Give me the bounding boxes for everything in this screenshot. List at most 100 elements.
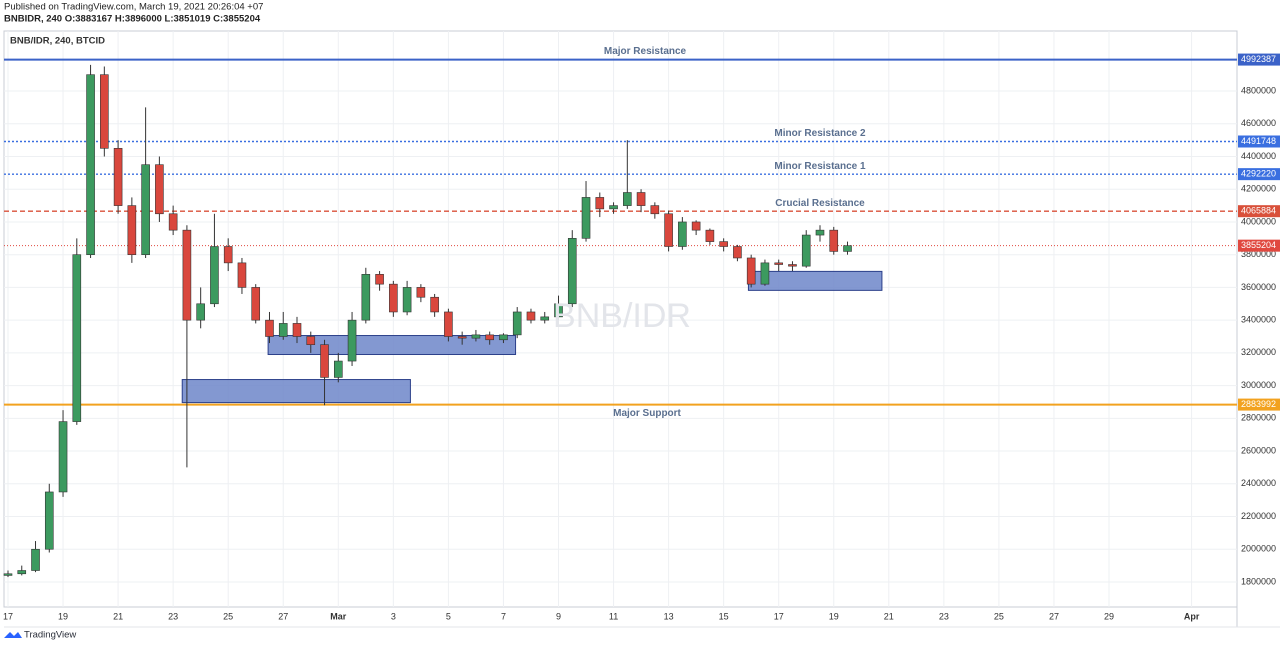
candle-body [691, 221, 701, 231]
candle-body [499, 334, 508, 341]
candle-body [609, 205, 618, 210]
price-tag [1238, 168, 1280, 181]
candle-body [113, 148, 123, 206]
price-tag [1238, 135, 1280, 148]
ohlc-line: BNBIDR, 240 O:3883167 H:3896000 L:385101… [4, 14, 261, 25]
candle-body [678, 221, 687, 247]
candle-body [554, 303, 563, 318]
x-tick-label: 3 [391, 611, 396, 621]
candle-body [127, 205, 137, 255]
candle-body [664, 213, 673, 247]
price-tag-label: 4992387 [1241, 54, 1276, 64]
candle-body [278, 323, 288, 337]
candle-body [567, 238, 577, 305]
level-label: Major Resistance [604, 46, 687, 57]
x-tick-label: Mar [330, 611, 347, 621]
y-tick-label: 4000000 [1241, 216, 1276, 226]
candle-body [168, 213, 178, 231]
candle-body [815, 229, 825, 236]
level-label: Minor Resistance 2 [774, 128, 866, 139]
x-tick-label: 23 [939, 611, 949, 621]
y-tick-label: 2200000 [1241, 511, 1276, 521]
x-tick-label: 21 [113, 611, 123, 621]
candle-body [44, 491, 54, 550]
zone-box [267, 335, 517, 356]
candle-body [430, 296, 439, 313]
y-tick-label: 3600000 [1241, 282, 1276, 292]
price-tag-label: 4292220 [1241, 169, 1276, 179]
y-tick-label: 3800000 [1241, 249, 1276, 259]
level-label: Major Support [613, 408, 681, 419]
x-tick-label: 17 [774, 611, 784, 621]
candle-body [540, 316, 550, 321]
brand-logo [4, 632, 22, 638]
candle-body [375, 274, 384, 285]
y-tick-label: 3200000 [1241, 347, 1276, 357]
candle-body [17, 570, 27, 575]
x-tick-label: 29 [1104, 611, 1114, 621]
y-tick-label: 2400000 [1241, 478, 1276, 488]
y-tick-label: 1800000 [1241, 576, 1276, 586]
x-tick-label: 19 [58, 611, 68, 621]
candle-body [141, 164, 150, 255]
candle-body [746, 257, 756, 285]
brand-name: TradingView [24, 630, 76, 641]
candle-body [265, 319, 274, 337]
candle-body [333, 360, 343, 378]
watermark: BNB/IDR [553, 297, 691, 335]
candle-body [595, 197, 605, 210]
candle-body [444, 311, 453, 337]
x-tick-label: 25 [223, 611, 233, 621]
candle-body [389, 283, 398, 313]
x-tick-label: 19 [829, 611, 839, 621]
candle-body [210, 246, 219, 305]
candle-body [774, 262, 784, 265]
x-tick-label: 21 [884, 611, 894, 621]
x-tick-label: 7 [501, 611, 506, 621]
x-tick-label: 11 [609, 611, 618, 621]
price-tag-label: 3855204 [1241, 240, 1276, 250]
price-tag-label: 4065884 [1241, 206, 1276, 216]
x-tick-label: 15 [719, 611, 729, 621]
x-tick-label: 27 [1049, 611, 1059, 621]
zone-box [181, 379, 411, 404]
candle-body [402, 287, 412, 313]
candle-body [512, 311, 522, 336]
candle-body [196, 303, 205, 321]
price-tag [1238, 205, 1280, 218]
candle-body [733, 246, 742, 259]
x-tick-label: 25 [994, 611, 1004, 621]
candle-body [72, 254, 82, 422]
price-tag [1238, 239, 1280, 252]
candle-body [843, 245, 852, 252]
candle-body [650, 205, 660, 215]
candle-body [347, 319, 357, 362]
x-tick-label: 23 [168, 611, 178, 621]
y-tick-label: 2600000 [1241, 445, 1276, 455]
price-tag-label: 2883992 [1241, 399, 1276, 409]
candle-body [58, 421, 68, 493]
candle-body [223, 246, 233, 264]
candle-body [155, 164, 164, 215]
candle-body [306, 336, 316, 345]
candle-body [760, 262, 770, 285]
x-tick-label: 9 [556, 611, 561, 621]
candle-body [3, 573, 13, 576]
legend-title: BNB/IDR, 240, BTCID [10, 36, 105, 47]
candle-body [292, 323, 302, 337]
candle-body [31, 548, 40, 571]
x-tick-label: 27 [278, 611, 288, 621]
y-tick-label: 4800000 [1241, 85, 1276, 95]
y-tick-label: 2800000 [1241, 413, 1276, 423]
price-tag [1238, 53, 1280, 66]
candle-body [801, 234, 811, 267]
candle-body [86, 74, 95, 255]
candle-body [526, 311, 536, 321]
price-tag-label: 4491748 [1241, 136, 1276, 146]
candle-body [581, 197, 591, 239]
candle-body [237, 262, 247, 288]
candle-body [623, 192, 632, 206]
y-tick-label: 2000000 [1241, 544, 1276, 554]
